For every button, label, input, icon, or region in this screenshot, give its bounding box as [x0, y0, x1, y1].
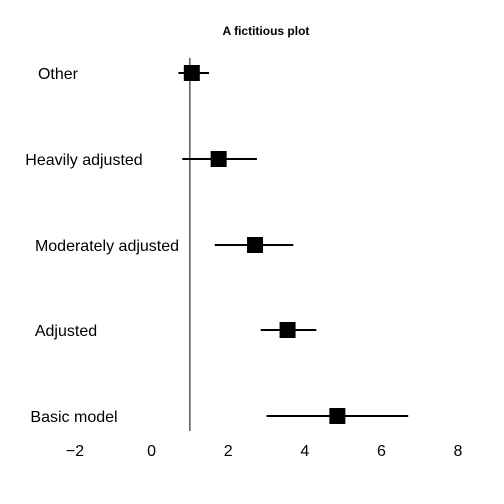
estimate-marker [183, 65, 200, 81]
estimate-marker [279, 322, 296, 338]
confidence-intervals [178, 72, 409, 417]
x-tick-label: 8 [454, 443, 463, 460]
category-label: Heavily adjusted [25, 152, 142, 169]
point-estimates [183, 65, 346, 424]
estimate-marker [247, 237, 264, 253]
x-tick-label: 6 [377, 443, 386, 460]
category-label: Adjusted [35, 323, 97, 340]
x-tick-label: −2 [66, 443, 84, 460]
estimate-marker [210, 151, 227, 167]
category-label: Moderately adjusted [35, 238, 179, 255]
x-axis-tick-labels: −2 0 2 4 6 8 [66, 443, 463, 460]
x-tick-label: 2 [224, 443, 233, 460]
x-tick-label: 4 [300, 443, 309, 460]
estimate-marker [329, 408, 346, 424]
category-label: Other [38, 66, 79, 83]
x-tick-label: 0 [147, 443, 156, 460]
category-label: Basic model [30, 409, 117, 426]
category-labels: Other Heavily adjusted Moderately adjusted… [25, 66, 179, 426]
chart-title: A fictitious plot [223, 24, 310, 38]
